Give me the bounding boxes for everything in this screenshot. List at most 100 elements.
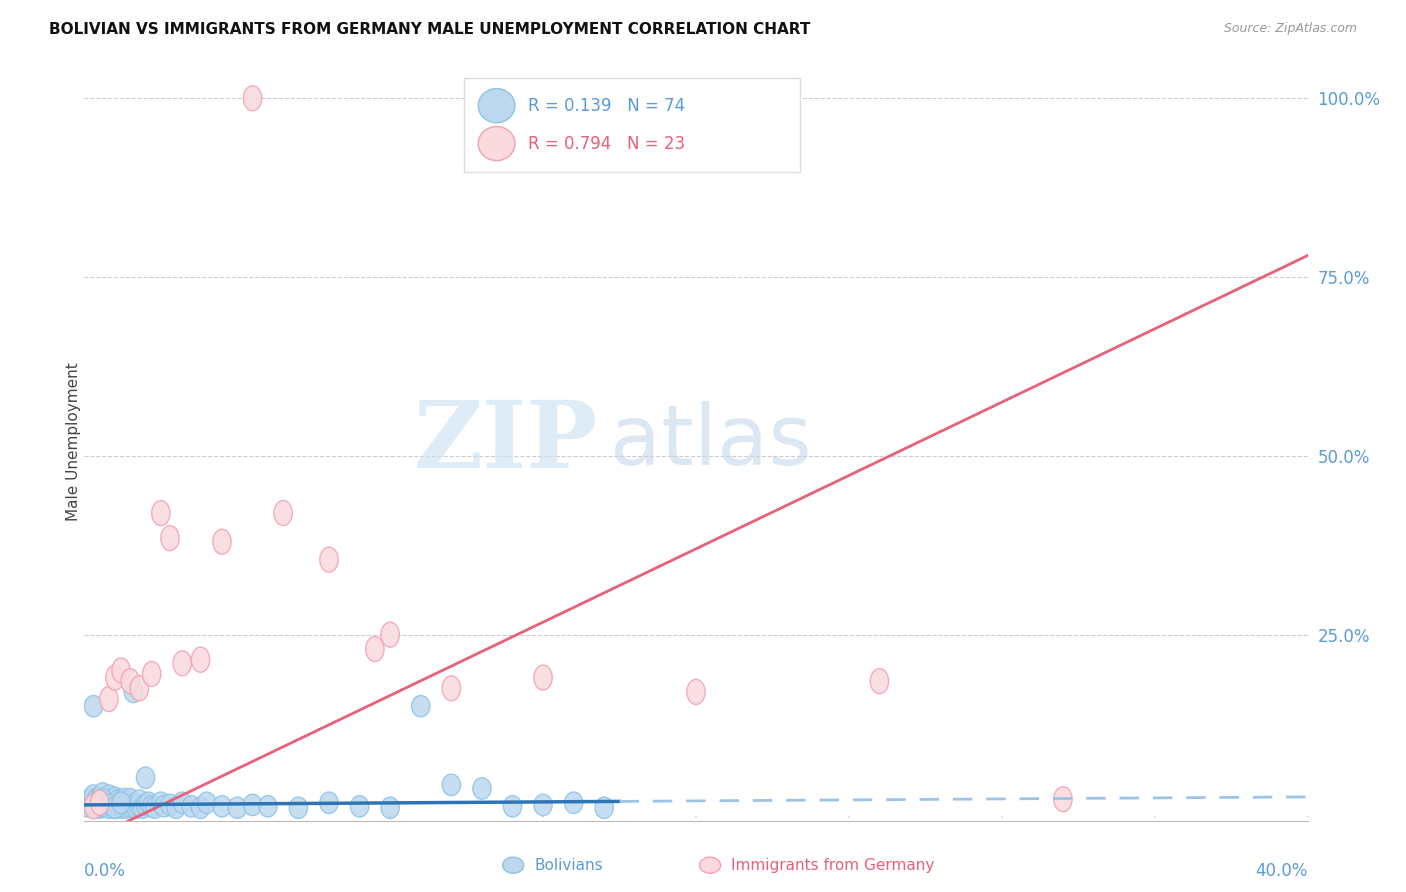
Ellipse shape [105, 793, 124, 814]
Ellipse shape [105, 665, 124, 690]
Ellipse shape [381, 622, 399, 648]
Ellipse shape [274, 500, 292, 525]
Ellipse shape [366, 637, 384, 662]
Ellipse shape [84, 696, 103, 717]
Ellipse shape [87, 794, 105, 815]
Ellipse shape [136, 794, 155, 815]
Ellipse shape [534, 665, 553, 690]
Ellipse shape [142, 796, 160, 817]
Ellipse shape [534, 794, 553, 815]
Ellipse shape [212, 529, 231, 554]
Ellipse shape [197, 792, 217, 814]
Ellipse shape [127, 797, 146, 819]
Ellipse shape [84, 785, 103, 806]
Ellipse shape [90, 787, 108, 808]
Ellipse shape [90, 792, 108, 814]
Text: R = 0.794   N = 23: R = 0.794 N = 23 [529, 135, 686, 153]
Text: atlas: atlas [610, 401, 813, 482]
Ellipse shape [105, 797, 124, 819]
Ellipse shape [112, 791, 131, 813]
Ellipse shape [94, 789, 112, 810]
Ellipse shape [134, 797, 152, 819]
Ellipse shape [90, 790, 108, 815]
Ellipse shape [155, 796, 173, 817]
Ellipse shape [100, 797, 118, 819]
Ellipse shape [97, 794, 115, 815]
Ellipse shape [564, 792, 583, 814]
Text: Immigrants from Germany: Immigrants from Germany [731, 858, 935, 872]
Ellipse shape [87, 789, 105, 810]
Text: ZIP: ZIP [413, 397, 598, 486]
Ellipse shape [121, 789, 139, 810]
Text: Source: ZipAtlas.com: Source: ZipAtlas.com [1223, 22, 1357, 36]
Ellipse shape [173, 651, 191, 676]
Ellipse shape [87, 796, 105, 817]
Text: BOLIVIAN VS IMMIGRANTS FROM GERMANY MALE UNEMPLOYMENT CORRELATION CHART: BOLIVIAN VS IMMIGRANTS FROM GERMANY MALE… [49, 22, 811, 37]
Ellipse shape [103, 796, 121, 817]
Ellipse shape [160, 525, 179, 550]
Ellipse shape [212, 796, 231, 817]
Ellipse shape [100, 785, 118, 806]
Ellipse shape [121, 669, 139, 694]
Ellipse shape [108, 796, 127, 817]
Ellipse shape [478, 88, 515, 123]
Ellipse shape [472, 778, 491, 799]
Ellipse shape [103, 790, 121, 812]
Ellipse shape [100, 794, 118, 815]
Ellipse shape [131, 796, 149, 817]
Ellipse shape [118, 792, 136, 814]
Ellipse shape [112, 797, 131, 819]
Ellipse shape [97, 789, 115, 810]
Ellipse shape [152, 792, 170, 814]
Ellipse shape [173, 792, 191, 814]
Y-axis label: Male Unemployment: Male Unemployment [66, 362, 80, 521]
Ellipse shape [131, 676, 149, 701]
Ellipse shape [243, 794, 262, 815]
Ellipse shape [243, 86, 262, 111]
Ellipse shape [139, 792, 157, 814]
Ellipse shape [228, 797, 246, 819]
Ellipse shape [84, 796, 103, 817]
Ellipse shape [115, 796, 134, 817]
Ellipse shape [441, 774, 461, 796]
Ellipse shape [686, 680, 706, 705]
Text: Bolivians: Bolivians [534, 858, 603, 872]
Ellipse shape [319, 792, 339, 814]
Ellipse shape [152, 500, 170, 525]
Ellipse shape [441, 676, 461, 701]
Ellipse shape [94, 796, 112, 817]
Ellipse shape [90, 797, 108, 819]
Ellipse shape [105, 787, 124, 808]
Ellipse shape [191, 797, 209, 819]
Ellipse shape [84, 792, 103, 814]
Ellipse shape [183, 796, 201, 817]
Ellipse shape [84, 794, 103, 819]
Ellipse shape [142, 662, 160, 687]
Ellipse shape [595, 797, 613, 819]
Ellipse shape [381, 797, 399, 819]
Ellipse shape [112, 792, 131, 814]
Ellipse shape [115, 789, 134, 810]
Ellipse shape [1053, 787, 1073, 812]
Ellipse shape [146, 797, 165, 819]
Ellipse shape [191, 648, 209, 673]
Ellipse shape [118, 797, 136, 819]
Ellipse shape [105, 797, 124, 819]
Ellipse shape [478, 127, 515, 161]
Ellipse shape [870, 669, 889, 694]
Text: 0.0%: 0.0% [84, 863, 127, 880]
Ellipse shape [259, 796, 277, 817]
Ellipse shape [124, 794, 142, 815]
Ellipse shape [108, 790, 127, 812]
Ellipse shape [136, 767, 155, 789]
Ellipse shape [94, 783, 112, 805]
Text: 40.0%: 40.0% [1256, 863, 1308, 880]
Ellipse shape [94, 790, 112, 812]
Text: R = 0.139   N = 74: R = 0.139 N = 74 [529, 96, 686, 115]
FancyBboxPatch shape [464, 78, 800, 172]
Ellipse shape [412, 696, 430, 717]
Ellipse shape [82, 789, 100, 810]
Ellipse shape [112, 658, 131, 683]
Ellipse shape [131, 790, 149, 812]
Ellipse shape [167, 797, 186, 819]
